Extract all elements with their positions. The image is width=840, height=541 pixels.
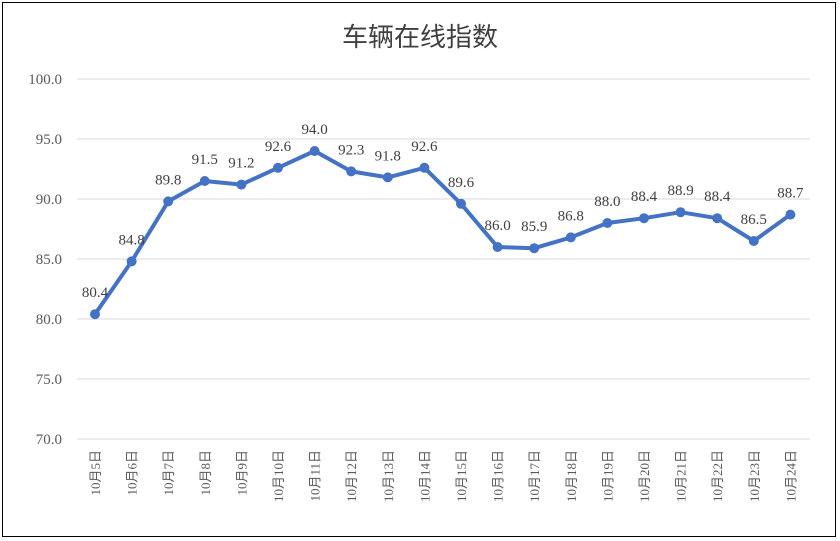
data-label: 85.9 [521, 219, 547, 235]
data-label: 94.0 [301, 122, 327, 138]
data-label: 88.7 [777, 186, 804, 202]
data-label: 80.4 [82, 285, 109, 301]
y-tick-label: 90.0 [36, 192, 62, 208]
gridlines [77, 78, 810, 440]
data-point [492, 242, 503, 252]
x-tick-label: 10月13日 [381, 450, 396, 502]
data-label: 91.5 [192, 152, 218, 168]
x-tick-label: 10月22日 [710, 450, 725, 502]
y-tick-label: 85.0 [36, 252, 62, 268]
data-label: 88.0 [594, 194, 620, 210]
data-point [529, 243, 540, 254]
data-point [346, 166, 357, 177]
x-tick-label: 10月24日 [783, 450, 798, 502]
data-label: 92.3 [338, 142, 364, 158]
x-tick-label: 10月23日 [747, 450, 762, 502]
data-labels: 80.4 84.8 89.8 91.5 91.2 92.6 94.0 92.3 91.8 92.6… [82, 122, 804, 301]
data-point [565, 232, 576, 243]
x-tick-label: 10月8日 [198, 450, 213, 496]
x-tick-label: 10月16日 [491, 450, 506, 502]
x-axis-ticks: 10月5日 10月6日 10月7日 10月8日 10月9日 10月10日 10月11日 10月… [88, 450, 798, 502]
data-point [236, 179, 247, 190]
y-tick-label: 70.0 [36, 432, 62, 448]
data-label: 84.8 [118, 232, 144, 248]
y-axis-ticks: 70.0 75.0 80.0 85.0 90.0 95.0 100.0 [28, 72, 62, 448]
data-label: 86.0 [484, 218, 510, 234]
y-tick-label: 80.0 [36, 312, 62, 328]
data-label: 91.2 [228, 156, 254, 172]
data-label: 88.9 [667, 183, 693, 199]
x-tick-label: 10月10日 [271, 450, 286, 502]
x-tick-label: 10月11日 [308, 450, 323, 502]
x-tick-label: 10月5日 [88, 450, 103, 496]
series-polyline [93, 149, 793, 317]
y-tick-label: 100.0 [28, 72, 62, 88]
y-tick-label: 95.0 [36, 132, 62, 148]
data-label: 92.6 [411, 139, 438, 155]
data-point [748, 236, 759, 246]
data-point [602, 218, 613, 228]
data-point [126, 256, 137, 267]
data-label: 88.4 [631, 189, 658, 205]
data-point [199, 176, 210, 186]
x-tick-label: 10月20日 [637, 450, 652, 502]
data-point [712, 213, 723, 224]
data-point [419, 162, 430, 173]
data-label: 91.8 [375, 148, 401, 164]
data-label: 89.6 [448, 175, 475, 191]
data-label: 92.6 [265, 139, 292, 155]
data-point [90, 309, 100, 320]
x-tick-label: 10月14日 [417, 450, 432, 502]
y-tick-label: 75.0 [36, 372, 62, 388]
x-tick-label: 10月15日 [454, 450, 469, 502]
data-point [675, 207, 686, 218]
data-label: 86.5 [741, 212, 767, 228]
x-tick-label: 10月19日 [600, 450, 615, 502]
data-label: 88.4 [704, 189, 731, 205]
data-point [785, 209, 796, 220]
series-line [90, 146, 796, 320]
data-label: 89.8 [155, 172, 181, 188]
data-point [163, 196, 174, 207]
x-tick-label: 10月9日 [234, 450, 249, 496]
data-point [639, 213, 649, 224]
data-label: 86.8 [558, 208, 584, 224]
x-tick-label: 10月6日 [125, 450, 140, 496]
x-tick-label: 10月12日 [344, 450, 359, 502]
data-point [309, 146, 320, 156]
data-point [456, 198, 466, 209]
x-tick-label: 10月18日 [564, 450, 579, 502]
data-point [382, 172, 393, 183]
x-tick-label: 10月17日 [527, 450, 542, 502]
data-point [273, 162, 283, 173]
chart-title: 车辆在线指数 [342, 23, 498, 53]
x-tick-label: 10月7日 [161, 450, 176, 496]
x-tick-label: 10月21日 [674, 450, 689, 502]
